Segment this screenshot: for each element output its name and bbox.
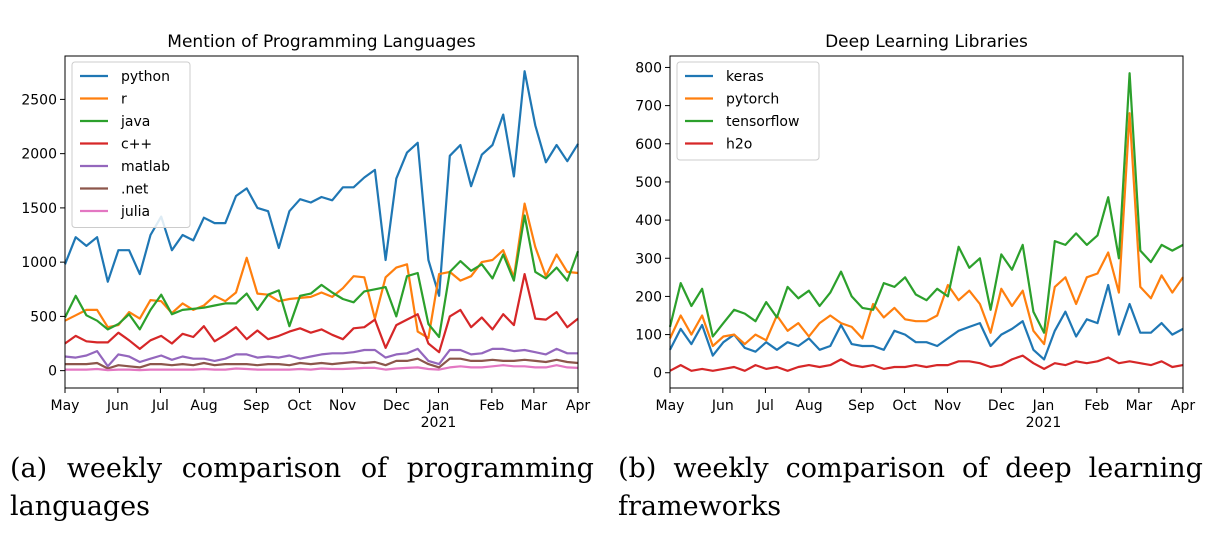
y-tick-label: 1000 — [21, 255, 57, 271]
x-tick-label: Jan — [1032, 398, 1055, 414]
chart-title: Mention of Programming Languages — [167, 32, 476, 52]
x-tick-label: Apr — [1171, 398, 1195, 414]
x-tick-label: May — [656, 398, 685, 414]
y-tick-label: 0 — [653, 366, 662, 382]
caption-b-word: of — [961, 453, 989, 484]
caption-b-word: comparison — [785, 453, 945, 484]
legend-label: matlab — [121, 159, 170, 175]
caption-b-word: (b) — [618, 453, 657, 484]
y-tick-label: 200 — [635, 289, 662, 305]
legend-label: tensorflow — [726, 114, 799, 130]
chart-0: Mention of Programming Languages 0 500 1000… — [21, 32, 590, 431]
caption-a-line1: (a) weekly comparison of programming — [10, 450, 594, 488]
x-tick-label: Dec — [988, 398, 1015, 414]
plot-frame — [669, 55, 1184, 389]
legend-label: pytorch — [726, 92, 779, 108]
series-line-python — [63, 70, 579, 297]
x-tick-label: Jul — [151, 398, 169, 414]
legend-label: julia — [120, 204, 150, 220]
series-line-h2o — [669, 354, 1184, 372]
caption-b-word: weekly — [673, 453, 769, 484]
chart-title: Deep Learning Libraries — [825, 32, 1028, 52]
caption-a-line2: languages — [10, 491, 151, 522]
y-tick-label: 600 — [635, 137, 662, 153]
series-line-c — [64, 273, 579, 354]
y-tick-label: 700 — [635, 99, 662, 115]
y-tick-label: 400 — [635, 213, 662, 229]
x-year-label: 2021 — [421, 415, 457, 431]
legend-label: .net — [121, 182, 149, 198]
x-tick-label: Sep — [243, 398, 270, 414]
y-tick-label: 800 — [635, 60, 662, 76]
y-tick-label: 1500 — [21, 201, 57, 217]
series-line-r — [64, 202, 579, 340]
series-line-java — [64, 214, 580, 339]
legend-label: r — [121, 92, 127, 108]
caption-a-word: weekly — [66, 453, 163, 484]
x-tick-label: Nov — [329, 398, 356, 414]
x-tick-label: Sep — [848, 398, 875, 414]
caption-b-word: learning — [1088, 453, 1203, 484]
legend-box — [676, 61, 820, 161]
x-year-label: 2021 — [1026, 415, 1062, 431]
x-tick-label: Jun — [711, 398, 734, 414]
x-tick-label: Aug — [190, 398, 217, 414]
x-tick-label: Jul — [756, 398, 774, 414]
x-tick-label: Oct — [287, 398, 312, 414]
plot-frame — [64, 55, 579, 389]
y-tick-label: 500 — [30, 309, 57, 325]
x-tick-label: Apr — [566, 398, 590, 414]
x-tick-label: Aug — [795, 398, 822, 414]
figure: Mention of Programming Languages05001000… — [21, 32, 1195, 431]
series-line-matlab — [64, 347, 578, 368]
x-tick-label: Feb — [479, 398, 504, 414]
caption-b-line1: (b) weekly comparison of deep learning — [618, 450, 1203, 488]
legend-label: keras — [726, 69, 764, 85]
caption-b: (b) weekly comparison of deep learning f… — [618, 450, 1203, 526]
caption-a-word: of — [360, 453, 388, 484]
x-tick-label: Oct — [892, 398, 917, 414]
caption-a-word: comparison — [181, 453, 342, 484]
x-tick-label: Mar — [521, 398, 548, 414]
x-tick-label: Jan — [427, 398, 450, 414]
y-tick-label: 2500 — [21, 92, 57, 108]
y-tick-label: 2000 — [21, 147, 57, 163]
series-line-keras — [669, 283, 1184, 361]
caption-a-word: programming — [406, 453, 594, 484]
legend-label: java — [120, 114, 150, 130]
caption-b-word: deep — [1005, 453, 1072, 484]
legend-label: h2o — [726, 137, 752, 153]
x-tick-label: Jun — [106, 398, 129, 414]
y-tick-label: 300 — [635, 251, 662, 267]
y-tick-label: 0 — [48, 364, 57, 380]
series-line-net — [65, 357, 579, 370]
x-tick-label: Feb — [1084, 398, 1109, 414]
legend-box — [71, 61, 191, 228]
y-tick-label: 500 — [635, 175, 662, 191]
chart-1: Deep Learning Libraries 0 100 200 300 400 500 6… — [635, 32, 1195, 431]
caption-a: (a) weekly comparison of programming lan… — [10, 450, 594, 526]
series-line-julia — [65, 364, 579, 372]
x-tick-label: Nov — [934, 398, 961, 414]
legend-label: c++ — [121, 137, 152, 153]
x-tick-label: May — [51, 398, 80, 414]
caption-a-word: (a) — [10, 453, 48, 484]
x-tick-label: Mar — [1126, 398, 1153, 414]
y-tick-label: 100 — [635, 328, 662, 344]
series-line-pytorch — [669, 112, 1184, 348]
caption-b-line2: frameworks — [618, 491, 782, 522]
series-line-tensorflow — [668, 72, 1184, 338]
legend-label: python — [121, 69, 170, 85]
x-tick-label: Dec — [383, 398, 410, 414]
